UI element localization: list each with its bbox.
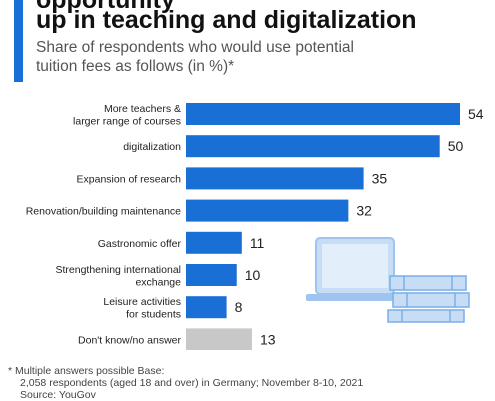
category-label-0-line-0: More teachers & (104, 103, 181, 115)
bar-value-label-1: 50 (448, 138, 464, 154)
category-label-6-line-0: Leisure activities (103, 296, 181, 308)
bar-value-label-7: 13 (260, 331, 276, 347)
category-label-6-line-1: for students (126, 308, 181, 320)
bar-0 (186, 103, 460, 125)
bar-value-label-6: 8 (235, 299, 243, 315)
bar-7 (186, 328, 252, 350)
bar-3 (186, 199, 349, 222)
bar-5 (186, 264, 237, 286)
footnote-line-2: 2,058 respondents (aged 18 and over) in … (20, 377, 364, 389)
bar-value-label-3: 32 (356, 203, 372, 219)
accent-bar (14, 0, 23, 82)
chart-title-line-1: opportunity (36, 0, 175, 14)
category-label-2: Expansion of research (77, 173, 182, 185)
bar-4 (186, 231, 242, 254)
bar-value-label-4: 11 (250, 235, 265, 251)
footnote-line-1: * Multiple answers possible Base: (8, 365, 165, 377)
footnote-source: Source: YouGov (20, 389, 96, 401)
category-label-1: digitalization (123, 141, 181, 153)
bar-2 (186, 167, 364, 190)
category-label-3: Renovation/building maintenance (26, 206, 181, 218)
bar-value-label-2: 35 (372, 170, 388, 186)
bar-chart: 54 More teachers &larger range of courses… (26, 103, 484, 350)
category-label-7: Don't know/no answer (78, 334, 181, 346)
bar-6 (186, 296, 227, 319)
chart-subtitle-line-2: tuition fees as follows (in %)* (36, 58, 235, 75)
chart-title-line-2: up in teaching and digitalization (36, 6, 417, 34)
bar-value-label-0: 54 (468, 106, 484, 122)
bar-1 (186, 135, 440, 158)
category-label-5-line-1: exchange (135, 276, 181, 288)
chart-subtitle-line-1: Share of respondents who would use poten… (36, 39, 354, 56)
bar-value-label-5: 10 (245, 267, 261, 283)
category-label-0-line-1: larger range of courses (73, 115, 181, 127)
category-label-4: Gastronomic offer (98, 238, 182, 250)
laptop-books-illustration (306, 237, 470, 323)
category-label-5-line-0: Strengthening international (55, 264, 181, 276)
